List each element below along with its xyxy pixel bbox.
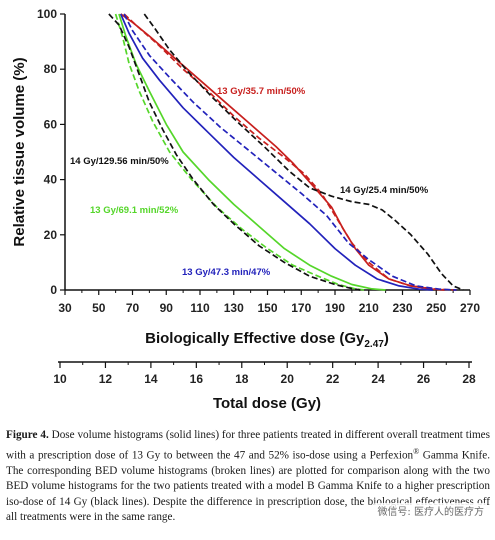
annotation-label-0: 13 Gy/35.7 min/50%	[217, 86, 306, 97]
secondary-tick-label: 26	[417, 372, 431, 386]
x-ticks: 30 50 70 90 110 130 150 170 190 210 230 250 270	[58, 290, 480, 315]
series-line-7	[143, 13, 464, 291]
x-tick-label: 210	[359, 301, 379, 315]
secondary-tick-label: 10	[53, 372, 67, 386]
series-line-2	[119, 13, 433, 291]
x-tick-label: 70	[126, 301, 140, 315]
secondary-tick-label: 28	[462, 372, 476, 386]
x-axis-title-close: )	[384, 330, 389, 347]
x-axis-title-subscript: 2.47	[364, 339, 384, 350]
x-tick-label: 30	[58, 301, 72, 315]
x-tick-label: 230	[392, 301, 412, 315]
secondary-tick-label: 14	[144, 372, 158, 386]
y-tick-label: 100	[37, 7, 57, 21]
plot-area: 0 20 40 60 80 100 30 50 70 90 110 130 150 170 190 210 2…	[37, 7, 480, 315]
y-tick-label: 20	[44, 228, 58, 242]
annotation-label-2: 14 Gy/25.4 min/50%	[340, 185, 429, 196]
figure-caption: Figure 4. Dose volume histograms (solid …	[6, 428, 490, 526]
y-tick-label: 40	[44, 173, 58, 187]
y-tick-label: 0	[50, 283, 57, 297]
x-axis-title: Biologically Effective dose (Gy2.47)	[145, 330, 389, 350]
annotation-label-3: 13 Gy/69.1 min/52%	[90, 205, 179, 216]
series-line-6	[108, 13, 361, 291]
series-line-5	[114, 13, 366, 291]
secondary-tick-label: 12	[99, 372, 113, 386]
secondary-tick-label: 20	[281, 372, 295, 386]
annotation-label-1: 14 Gy/129.56 min/50%	[70, 156, 169, 167]
x-axis-title-main: Biologically Effective dose (Gy	[145, 330, 365, 347]
x-tick-label: 110	[190, 301, 210, 315]
secondary-tick-label: 22	[326, 372, 340, 386]
x-tick-label: 130	[224, 301, 244, 315]
x-tick-label: 250	[426, 301, 446, 315]
dose-volume-chart: 0 20 40 60 80 100 30 50 70 90 110 130 150 170 190 210 2…	[11, 7, 480, 412]
x-tick-label: 190	[325, 301, 345, 315]
annotations-layer: 13 Gy/35.7 min/50% 14 Gy/129.56 min/50% 14…	[70, 86, 429, 278]
series-line-3	[123, 13, 457, 291]
secondary-axis-ticks: 10 12 14 16 18 20 22 24 26 28	[53, 362, 476, 386]
x-tick-label: 170	[291, 301, 311, 315]
figure-label: Figure 4.	[6, 429, 49, 441]
y-tick-label: 80	[44, 62, 58, 76]
secondary-tick-label: 16	[190, 372, 204, 386]
y-ticks: 0 20 40 60 80 100	[37, 7, 65, 297]
secondary-tick-label: 24	[371, 372, 385, 386]
annotation-label-4: 13 Gy/47.3 min/47%	[182, 267, 271, 278]
watermark: 微信号: 医疗人的医疗方	[374, 503, 487, 518]
secondary-tick-label: 18	[235, 372, 249, 386]
series-line-4	[118, 13, 386, 291]
caption-text-part2: Gamma Knife. The corresponding BED volum…	[6, 449, 490, 524]
series-layer	[108, 13, 464, 291]
caption-text-part1: Dose volume histograms (solid lines) for…	[6, 429, 490, 462]
secondary-axis-title: Total dose (Gy)	[213, 395, 321, 412]
y-tick-label: 60	[44, 117, 58, 131]
x-tick-label: 150	[257, 301, 277, 315]
x-tick-label: 270	[460, 301, 480, 315]
x-tick-label: 90	[160, 301, 174, 315]
caption-registered-mark: ®	[413, 446, 420, 456]
y-axis-title: Relative tissue volume (%)	[11, 57, 28, 246]
x-tick-label: 50	[92, 301, 106, 315]
secondary-axis: 10 12 14 16 18 20 22 24 26 28 Total dose (Gy)	[53, 361, 476, 412]
